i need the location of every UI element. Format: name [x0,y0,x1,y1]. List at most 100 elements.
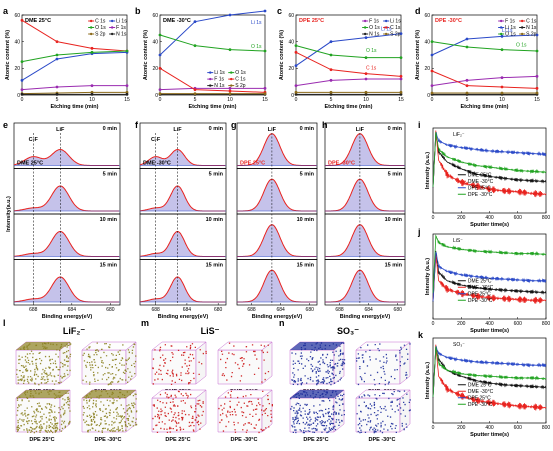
legend-label: F 1s [116,25,126,31]
legend-label: DPE -30°C [468,298,493,304]
x-tick-label: 0 [432,321,435,327]
data-point [399,56,403,60]
panel-letter-b: b [135,6,141,16]
x-tick-label: 680 [106,307,115,313]
data-point [500,48,504,52]
data-point [430,40,434,44]
peak-fill [237,270,317,302]
peak-fill [325,224,405,257]
inline-label: C 1s [366,65,377,71]
chart-title: DPE -30°C [435,18,462,24]
slice-label: 5 min [103,172,118,178]
series-line [432,130,547,198]
series-line [432,132,547,188]
inline-label: O 1s [251,44,262,50]
x-tick-label: 400 [485,425,494,431]
chart-title: SO₃⁻ [453,342,465,348]
x-tick-label: 600 [514,321,523,327]
data-point [500,34,504,38]
legend-label: DME -30°C [468,179,494,185]
x-tick-label: 400 [485,215,494,221]
slice-label: 5 min [209,172,224,178]
data-point [228,48,232,52]
chart-title: LiS⁻ [453,238,463,244]
data-point [158,88,162,92]
legend-label: S 2p [526,32,537,38]
legend: C 1s Li 1s O 1s F 1s S 2p N 1s [88,19,127,38]
slice-label: 10 min [100,217,118,223]
data-point [430,91,434,95]
x-axis-label: Etching time (min) [325,104,373,110]
legend-marker [499,32,503,36]
slice-label: 10 min [206,217,224,223]
chart-title: DME 25°C [17,161,43,167]
legend-label: DME 25°C [468,172,492,178]
x-tick-label: 15 [534,97,540,103]
data-point [465,91,469,95]
x-tick-label: 684 [68,307,77,313]
cube-render [289,389,345,434]
voxel-cloud [82,342,137,386]
chart-title: DPE 25°C [299,18,324,24]
data-point [193,92,197,96]
y-tick-label: 40 [152,39,158,45]
data-point [294,84,298,88]
series-line [159,67,266,93]
legend-label: N 1s [369,32,380,38]
data-point [55,85,59,89]
data-point [500,76,504,80]
panel-letter-m: m [141,318,149,328]
y-tick-label: 20 [152,66,158,72]
slice-label: 15 min [385,263,403,269]
data-point [430,84,434,88]
slice-label: 0 min [103,126,118,132]
plot-frame [21,14,128,96]
data-point [430,69,434,73]
chart-title: DME -30°C [163,18,191,24]
legend-label: DPE -30°C [468,402,493,408]
x-tick-label: 688 [29,307,38,313]
panel-title: LiF₂⁻ [63,326,85,336]
cube-render [151,341,207,385]
legend-marker [520,19,524,23]
legend-marker [384,19,388,23]
x-tick-label: 5 [194,97,197,103]
x-axis-label: Sputter time(s) [470,222,509,228]
legend-label: S 2p [95,32,106,38]
slice-label: 15 min [206,263,224,269]
data-point [364,90,368,94]
x-tick-label: 684 [276,307,285,313]
cube-top-fill [16,390,70,398]
x-axis-label: Binding energy(eV) [42,314,93,320]
data-point [500,85,504,89]
voxel-cloud [16,342,72,386]
legend-marker [110,26,114,29]
panel-letter-g: g [231,120,237,130]
panel-d: 0 5 10 15 0 20 40 60 Etching time (min) Atomic co… [415,13,540,110]
data-point [125,84,129,88]
data-point [535,33,539,37]
cube-render [151,389,207,433]
data-point [125,90,129,94]
legend-marker [363,26,367,29]
peak-fill [14,186,120,211]
cube-render [289,341,346,386]
legend-label: S 2p [235,83,246,89]
y-tick-label: 0 [155,93,158,99]
legend-marker [384,26,388,29]
data-point [263,9,267,13]
panel-b: 0 5 10 15 0 20 40 60 Etching time (min) Atomic co… [143,9,268,110]
series-line [432,346,547,398]
data-point [125,92,129,96]
peak-label: LiF [356,127,365,133]
data-point [193,88,197,92]
slice-frame [236,259,318,306]
legend-label: Li 1s [214,70,225,76]
panel-letter-k: k [418,330,424,340]
inline-label: Li 1s [251,20,262,26]
peak-fill [140,186,226,211]
slice-label: 0 min [209,126,224,132]
x-tick-label: 10 [227,97,233,103]
